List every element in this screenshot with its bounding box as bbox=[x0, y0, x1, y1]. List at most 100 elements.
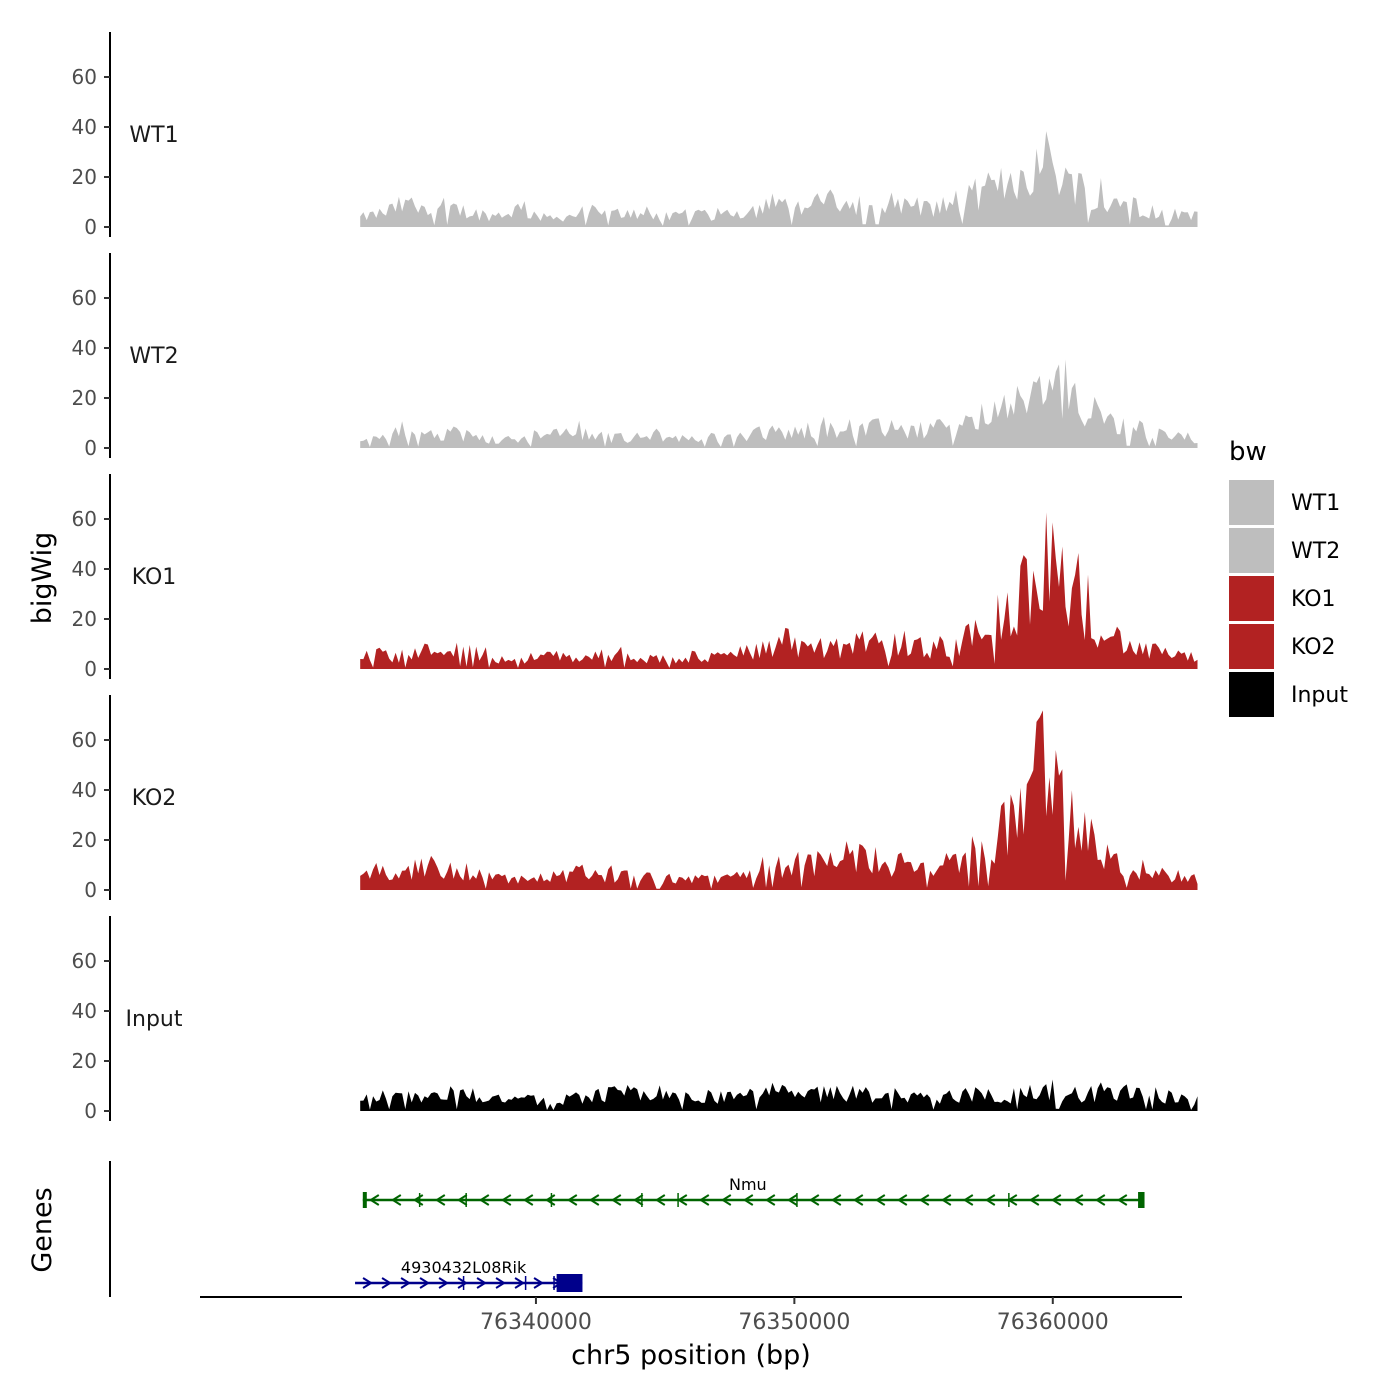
x-tick-label: 76360000 bbox=[997, 1310, 1109, 1335]
panel-label-wt1: WT1 bbox=[129, 123, 178, 148]
strand-arrow bbox=[610, 1194, 622, 1206]
strand-arrow bbox=[918, 1194, 930, 1206]
legend-label-wt1: WT1 bbox=[1291, 491, 1340, 516]
strand-arrow bbox=[830, 1194, 842, 1206]
strand-arrow bbox=[720, 1194, 732, 1206]
strand-arrow bbox=[742, 1194, 754, 1206]
strand-arrow bbox=[438, 1277, 449, 1289]
y-axis-title: bigWig bbox=[27, 532, 58, 625]
track-panels: 0 20 40 60 WT1 0 20 40 60 WT2 0 20 40 60 KO1 0 20 40 60 KO2… bbox=[72, 32, 1198, 1123]
legend-key-input bbox=[1229, 672, 1274, 717]
legend-label-input: Input bbox=[1291, 683, 1348, 708]
y-tick-label: 40 bbox=[72, 999, 97, 1023]
x-axis: 76340000 76350000 76360000 bbox=[200, 1296, 1182, 1335]
gene-exon bbox=[1138, 1192, 1145, 1208]
panel-label-ko1: KO1 bbox=[132, 565, 177, 590]
strand-arrow bbox=[874, 1194, 886, 1206]
y-tick-label: 60 bbox=[72, 728, 97, 752]
strand-arrow bbox=[962, 1194, 974, 1206]
y-tick-label: 20 bbox=[72, 386, 97, 410]
signal-area-ko1 bbox=[360, 512, 1198, 669]
strand-arrow bbox=[896, 1194, 908, 1206]
genes-axis-title: Genes bbox=[27, 1187, 58, 1272]
strand-arrow bbox=[495, 1277, 506, 1289]
y-tick-label: 20 bbox=[72, 1049, 97, 1073]
strand-arrow bbox=[500, 1194, 512, 1206]
legend: bw WT1 WT2 KO1 KO2 Input bbox=[1229, 437, 1348, 717]
track-panel-wt1: 0 20 40 60 WT1 bbox=[72, 32, 1198, 239]
gene-label: Nmu bbox=[729, 1175, 767, 1194]
strand-arrow bbox=[390, 1194, 402, 1206]
y-tick-label: 40 bbox=[72, 336, 97, 360]
legend-key-ko2 bbox=[1229, 624, 1274, 669]
y-tick-label: 60 bbox=[72, 949, 97, 973]
signal-area-wt1 bbox=[360, 131, 1198, 227]
strand-arrow bbox=[434, 1194, 446, 1206]
strand-arrow bbox=[400, 1277, 411, 1289]
strand-arrow bbox=[381, 1277, 392, 1289]
strand-arrow bbox=[514, 1277, 525, 1289]
y-tick-label: 40 bbox=[72, 557, 97, 581]
gene-exon bbox=[556, 1274, 583, 1292]
y-tick-label: 0 bbox=[84, 878, 97, 902]
panel-label-ko2: KO2 bbox=[132, 786, 177, 811]
y-tick-label: 0 bbox=[84, 436, 97, 460]
track-panel-ko2: 0 20 40 60 KO2 bbox=[72, 695, 1198, 902]
y-tick-label: 20 bbox=[72, 165, 97, 189]
strand-arrow bbox=[1116, 1194, 1128, 1206]
x-tick-label: 76350000 bbox=[738, 1310, 850, 1335]
strand-arrow bbox=[1072, 1194, 1084, 1206]
legend-title: bw bbox=[1229, 437, 1267, 467]
y-tick-label: 60 bbox=[72, 286, 97, 310]
gene-exon bbox=[362, 1192, 367, 1208]
strand-arrow bbox=[808, 1194, 820, 1206]
strand-arrow bbox=[940, 1194, 952, 1206]
strand-arrow bbox=[566, 1194, 578, 1206]
y-tick-label: 60 bbox=[72, 507, 97, 531]
strand-arrow bbox=[476, 1277, 487, 1289]
strand-arrow bbox=[588, 1194, 600, 1206]
signal-area-ko2 bbox=[360, 710, 1198, 890]
x-axis-title: chr5 position (bp) bbox=[571, 1340, 811, 1371]
signal-area-input bbox=[360, 1079, 1198, 1111]
strand-arrow bbox=[852, 1194, 864, 1206]
y-tick-label: 20 bbox=[72, 607, 97, 631]
strand-arrow bbox=[478, 1194, 490, 1206]
strand-arrow bbox=[984, 1194, 996, 1206]
y-tick-label: 20 bbox=[72, 828, 97, 852]
legend-key-ko1 bbox=[1229, 576, 1274, 621]
legend-label-wt2: WT2 bbox=[1291, 539, 1340, 564]
strand-arrow bbox=[456, 1194, 468, 1206]
strand-arrow bbox=[1028, 1194, 1040, 1206]
y-tick-label: 0 bbox=[84, 1099, 97, 1123]
strand-arrow bbox=[457, 1277, 468, 1289]
strand-arrow bbox=[419, 1277, 430, 1289]
strand-arrow bbox=[533, 1277, 544, 1289]
y-tick-label: 40 bbox=[72, 778, 97, 802]
y-tick-label: 0 bbox=[84, 215, 97, 239]
strand-arrow bbox=[368, 1194, 380, 1206]
track-panel-ko1: 0 20 40 60 KO1 bbox=[72, 474, 1198, 681]
gene-track: Nmu 4930432L08Rik bbox=[109, 1161, 1145, 1297]
strand-arrow bbox=[632, 1194, 644, 1206]
gene-label: 4930432L08Rik bbox=[401, 1258, 527, 1277]
strand-arrow bbox=[698, 1194, 710, 1206]
y-tick-label: 40 bbox=[72, 115, 97, 139]
panel-label-input: Input bbox=[126, 1007, 183, 1032]
y-tick-label: 60 bbox=[72, 65, 97, 89]
legend-label-ko1: KO1 bbox=[1291, 587, 1336, 612]
strand-arrow bbox=[522, 1194, 534, 1206]
legend-key-wt2 bbox=[1229, 528, 1274, 573]
gene-nmu: Nmu bbox=[362, 1175, 1145, 1208]
strand-arrow bbox=[764, 1194, 776, 1206]
strand-arrow bbox=[786, 1194, 798, 1206]
signal-area-wt2 bbox=[360, 359, 1198, 448]
track-panel-input: 0 20 40 60 Input bbox=[72, 916, 1198, 1123]
track-panel-wt2: 0 20 40 60 WT2 bbox=[72, 253, 1198, 460]
strand-arrow bbox=[1094, 1194, 1106, 1206]
legend-key-wt1 bbox=[1229, 480, 1274, 525]
strand-arrow bbox=[1050, 1194, 1062, 1206]
y-tick-label: 0 bbox=[84, 657, 97, 681]
panel-label-wt2: WT2 bbox=[129, 344, 178, 369]
